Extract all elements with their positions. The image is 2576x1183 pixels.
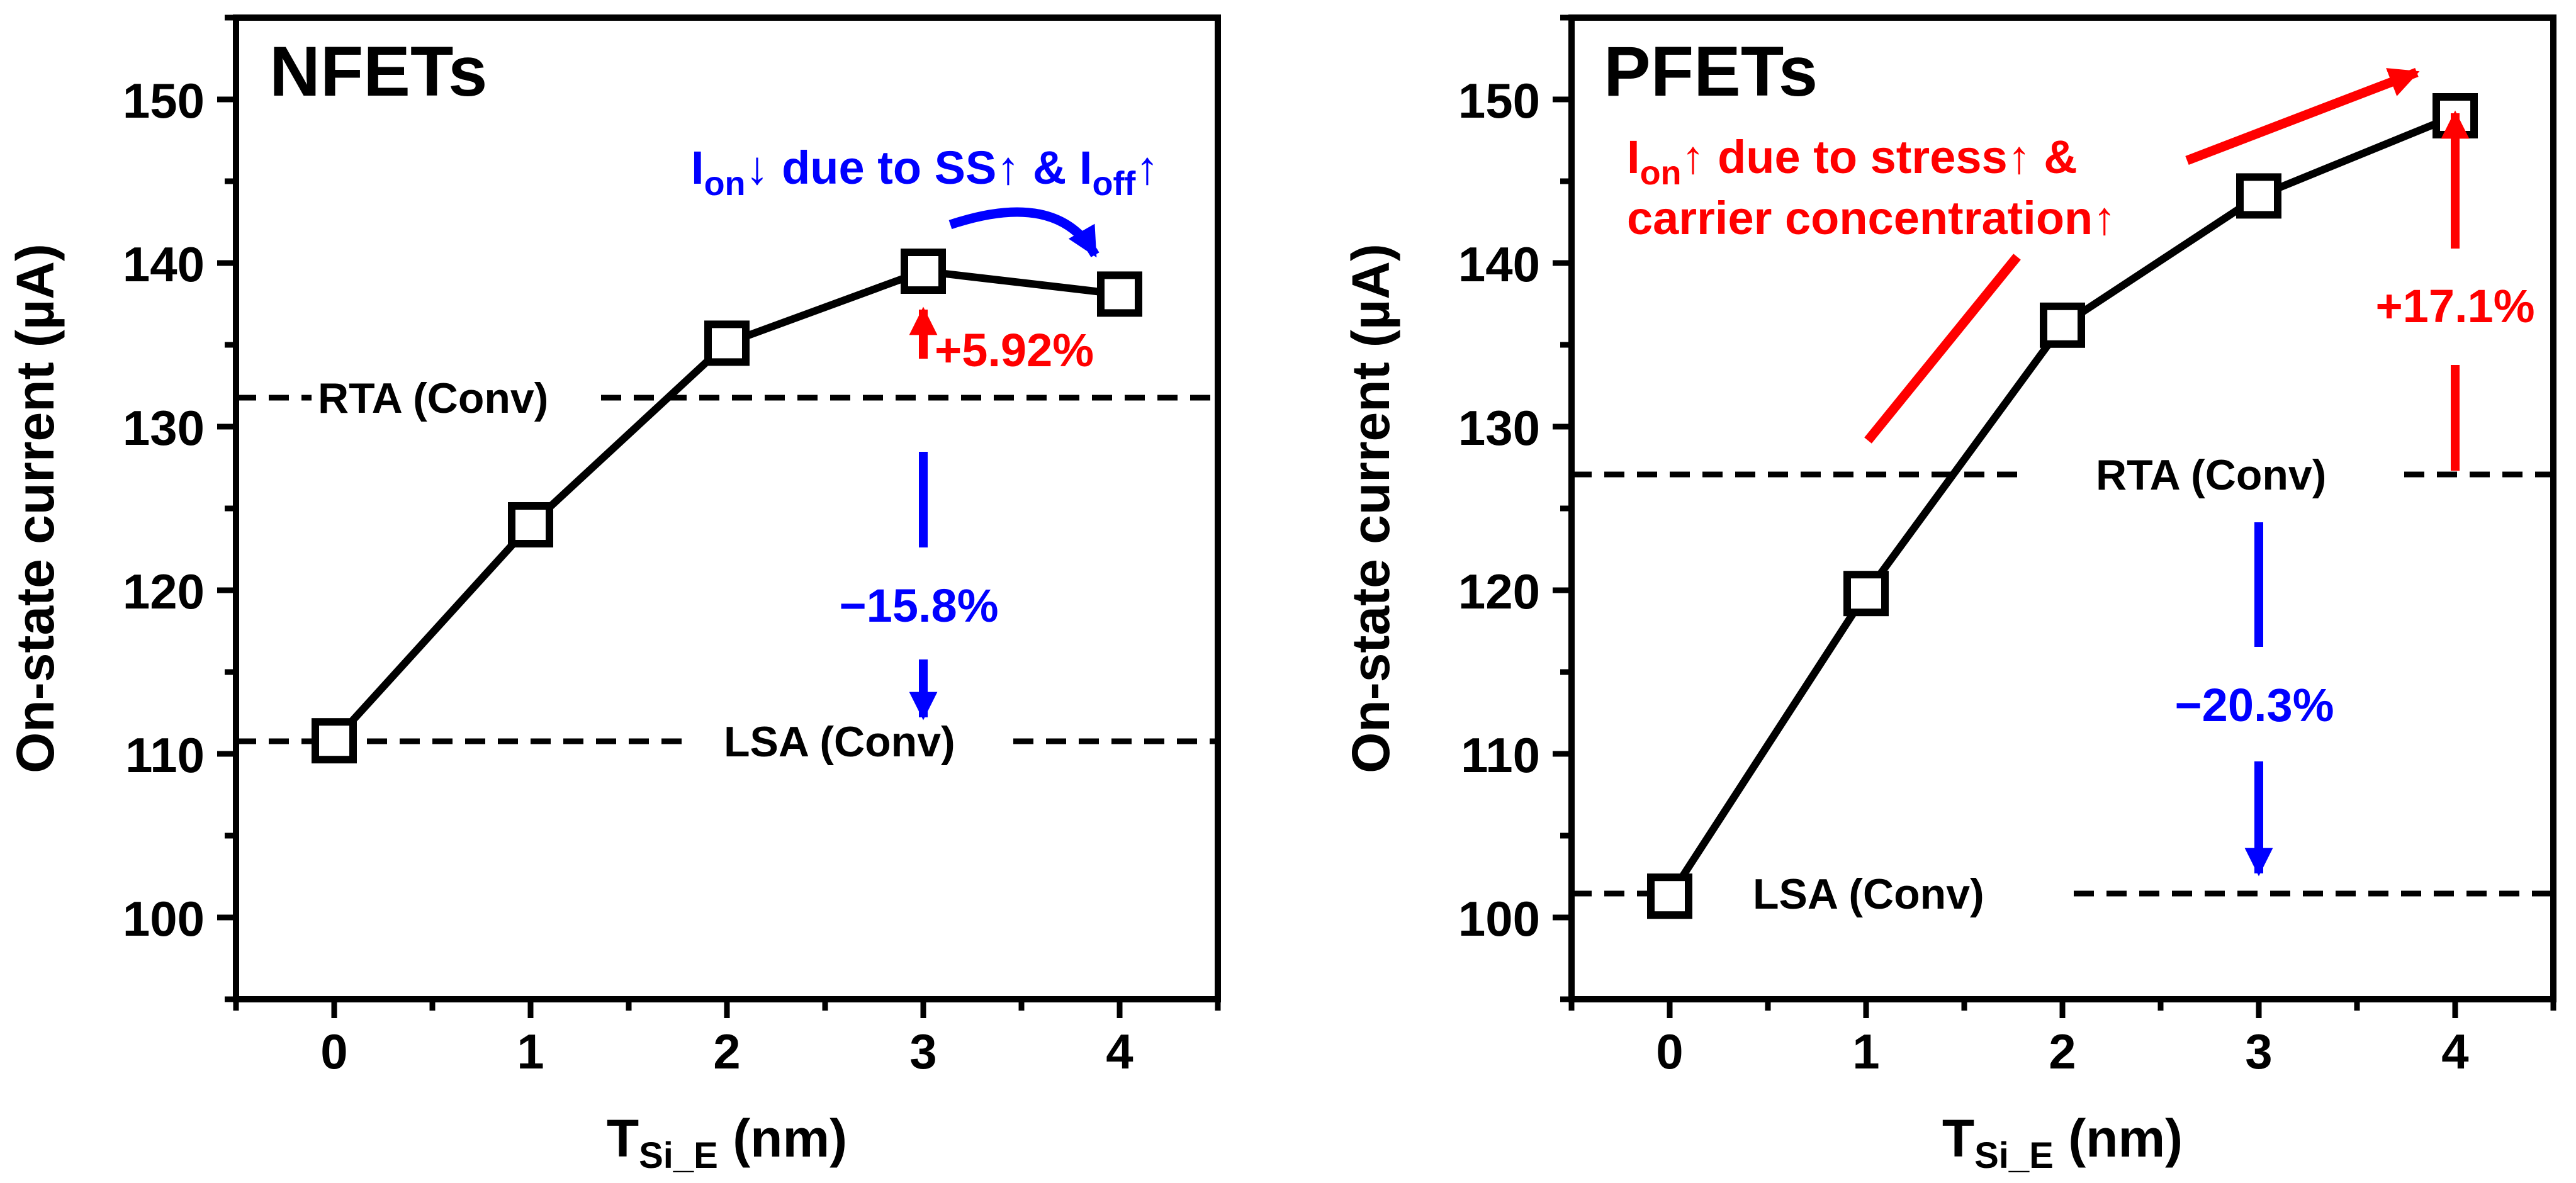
pfet-data-point bbox=[2236, 173, 2281, 219]
nfet-data-markers bbox=[312, 249, 1142, 764]
pfet-ytick-label: 110 bbox=[1461, 727, 1540, 783]
nfet-tick-marks bbox=[217, 14, 1221, 1018]
nfet-y-axis-label: On-state current (µA) bbox=[6, 244, 65, 773]
nfet-xtick-label: 1 bbox=[517, 1024, 544, 1079]
nfet-xtick-label: 2 bbox=[713, 1024, 740, 1079]
pfet-data-point bbox=[2040, 302, 2085, 348]
nfet-x-tick-labels: 0 1 2 3 4 bbox=[320, 1024, 1133, 1079]
pfet-ytick-label: 140 bbox=[1458, 237, 1540, 292]
pfet-y-axis-label: On-state current (µA) bbox=[1341, 244, 1400, 773]
pfet-xtick-label: 0 bbox=[1656, 1024, 1683, 1079]
nfet-curved-arrow bbox=[948, 207, 1100, 258]
nfet-y-tick-labels: 100 110 120 130 140 150 bbox=[123, 73, 205, 946]
nfet-data-point bbox=[312, 718, 357, 764]
pfet-panel-title: PFETs bbox=[1604, 32, 1818, 111]
nfet-ytick-label: 140 bbox=[123, 237, 205, 292]
pfet-ytick-label: 100 bbox=[1458, 891, 1540, 946]
pfet-y-tick-labels: 100 110 120 130 140 150 bbox=[1458, 73, 1540, 946]
pfet-ytick-label: 130 bbox=[1458, 400, 1540, 456]
pfet-ion-annotation-line1: Ion↑ due to stress↑ & bbox=[1627, 131, 2078, 192]
nfet-x-axis-label: TSi_E (nm) bbox=[607, 1109, 847, 1176]
pfet-ion-annotation-line2: carrier concentration↑ bbox=[1627, 192, 2116, 244]
nfet-xtick-label: 4 bbox=[1106, 1024, 1133, 1079]
pfet-xtick-label: 4 bbox=[2441, 1024, 2468, 1079]
nfet-panel: 100 110 120 130 140 150 0 1 2 3 4 On-sta… bbox=[6, 14, 1221, 1176]
pfet-data-point bbox=[1647, 873, 1692, 919]
nfet-decrease-percent: −15.8% bbox=[839, 580, 998, 632]
nfet-ytick-label: 120 bbox=[123, 564, 205, 619]
pfet-ytick-label: 120 bbox=[1458, 564, 1540, 619]
pfet-x-tick-labels: 0 1 2 3 4 bbox=[1656, 1024, 2468, 1079]
nfet-xtick-label: 0 bbox=[320, 1024, 347, 1079]
nfet-data-point bbox=[508, 502, 553, 547]
pfet-x-axis-label: TSi_E (nm) bbox=[1942, 1109, 2183, 1176]
nfet-lsa-reference-label: LSA (Conv) bbox=[724, 718, 955, 766]
pfet-ytick-label: 150 bbox=[1458, 73, 1540, 128]
nfet-data-point bbox=[1097, 271, 1142, 317]
pfet-data-point bbox=[1843, 571, 1889, 617]
pfet-tick-marks bbox=[1553, 14, 2556, 1018]
nfet-panel-title: NFETs bbox=[269, 32, 487, 111]
pfet-xtick-label: 1 bbox=[1852, 1024, 1879, 1079]
nfet-rta-reference-label: RTA (Conv) bbox=[318, 374, 548, 422]
pfet-increase-percent: +17.1% bbox=[2375, 280, 2534, 332]
nfet-ytick-label: 110 bbox=[125, 727, 205, 783]
pfet-rta-reference-label: RTA (Conv) bbox=[2096, 451, 2326, 499]
nfet-ytick-label: 150 bbox=[123, 73, 205, 128]
pfet-decrease-percent: −20.3% bbox=[2174, 679, 2334, 731]
pfet-trend-arrow bbox=[2185, 67, 2420, 165]
pfet-panel: 100 110 120 130 140 150 0 1 2 3 4 On-sta… bbox=[1341, 14, 2556, 1176]
nfet-ion-annotation: Ion↓ due to SS↑ & Ioff↑ bbox=[691, 142, 1159, 203]
nfet-ytick-label: 130 bbox=[123, 400, 205, 456]
nfet-data-point bbox=[901, 249, 946, 294]
nfet-xtick-label: 3 bbox=[909, 1024, 936, 1079]
pfet-trend-line bbox=[1864, 254, 2021, 444]
nfet-increase-percent: +5.92% bbox=[935, 324, 1094, 376]
nfet-ytick-label: 100 bbox=[123, 891, 205, 946]
pfet-lsa-reference-label: LSA (Conv) bbox=[1753, 870, 1984, 918]
pfet-xtick-label: 3 bbox=[2245, 1024, 2272, 1079]
nfet-data-point bbox=[704, 320, 750, 366]
pfet-xtick-label: 2 bbox=[2049, 1024, 2076, 1079]
